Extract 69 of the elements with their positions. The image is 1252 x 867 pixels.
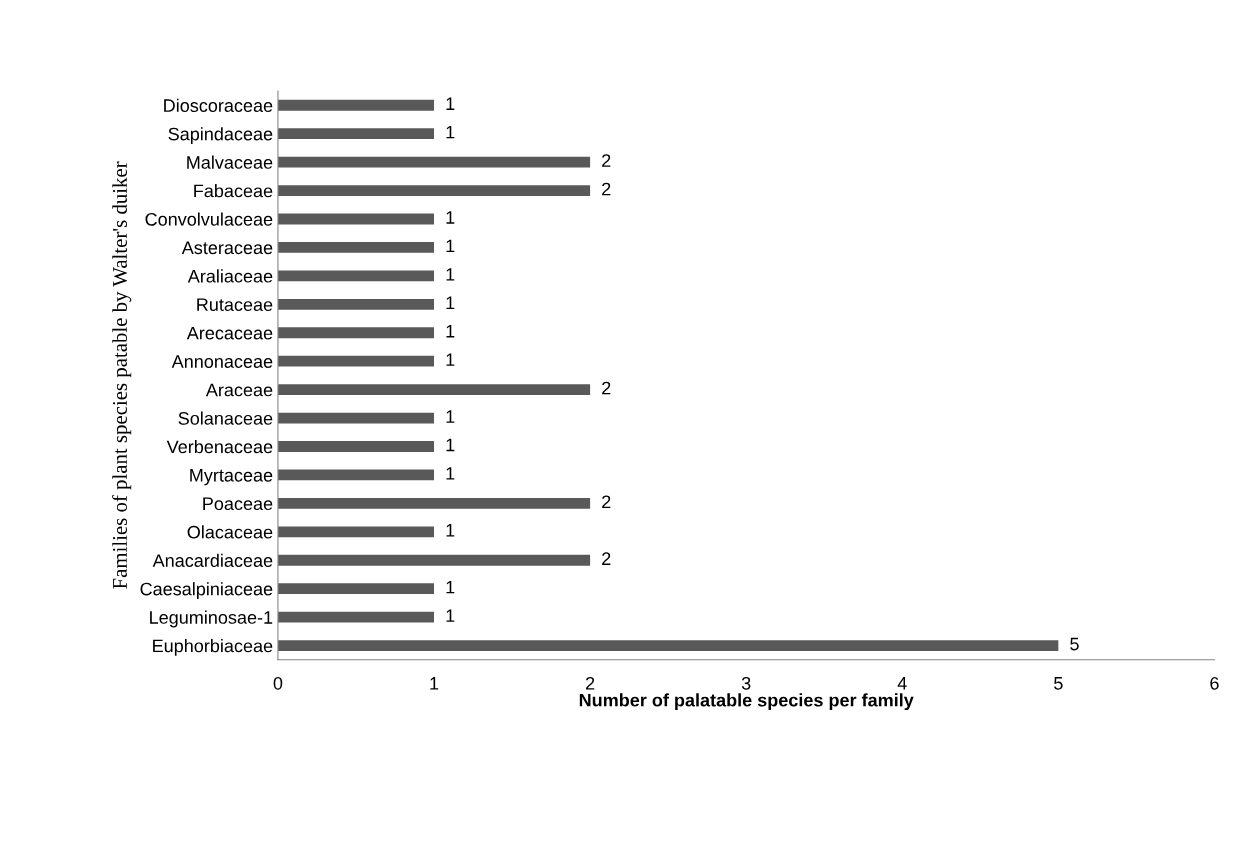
bar bbox=[277, 327, 435, 339]
x-axis-title: Number of palatable species per family bbox=[579, 693, 914, 711]
x-tick-label: 6 bbox=[1210, 676, 1219, 690]
bar bbox=[277, 497, 591, 509]
bar bbox=[277, 554, 591, 566]
bar bbox=[277, 298, 435, 310]
x-tick-label: 1 bbox=[430, 677, 439, 690]
bar bbox=[277, 99, 435, 111]
y-tick-label: Araliaceae bbox=[187, 269, 273, 283]
y-tick-label: Olacaceae bbox=[187, 525, 273, 539]
y-axis-title: Families of plant species patable by Walter's duiker bbox=[112, 161, 132, 589]
bar bbox=[277, 469, 435, 481]
data-label: 2 bbox=[602, 154, 611, 167]
x-tick-label: 5 bbox=[1054, 677, 1063, 690]
bar bbox=[277, 441, 435, 452]
bar bbox=[277, 412, 435, 424]
y-tick-label: Leguminosae-1 bbox=[150, 610, 273, 628]
data-label: 5 bbox=[1070, 637, 1079, 651]
y-tick-label: Fabaceae bbox=[194, 184, 273, 198]
data-label: 1 bbox=[446, 410, 455, 423]
y-tick-label: Solanaceae bbox=[178, 411, 273, 425]
data-label: 1 bbox=[446, 296, 455, 309]
bar bbox=[277, 583, 435, 595]
y-tick-label: Rutaceae bbox=[197, 298, 273, 312]
x-tick-label: 2 bbox=[586, 676, 595, 690]
data-label: 1 bbox=[446, 268, 455, 281]
bar bbox=[277, 242, 435, 253]
y-tick-label: Caesalpiniaceae bbox=[140, 582, 273, 599]
data-label: 1 bbox=[446, 467, 455, 480]
bar bbox=[277, 640, 1059, 651]
data-label: 2 bbox=[602, 182, 611, 196]
y-tick-label: Convolvulaceae bbox=[145, 212, 273, 226]
y-tick-label: Annonaceae bbox=[171, 355, 273, 368]
y-tick-label: Asteraceae bbox=[181, 241, 273, 255]
bar bbox=[277, 611, 435, 623]
bar bbox=[277, 526, 435, 538]
data-label: 2 bbox=[602, 381, 611, 395]
bar bbox=[277, 213, 435, 225]
data-label: 2 bbox=[602, 552, 611, 565]
y-tick-label: Verbenaceae bbox=[166, 439, 273, 454]
y-tick-label: Anacardiaceae bbox=[152, 553, 273, 567]
y-tick-label: Araceae bbox=[205, 383, 273, 397]
y-tick-label: Sapindaceae bbox=[168, 127, 273, 144]
y-tick-label: Dioscoraceae bbox=[164, 98, 273, 112]
bar bbox=[277, 355, 435, 367]
x-tick-label: 3 bbox=[741, 676, 751, 690]
data-label: 1 bbox=[446, 438, 455, 452]
y-tick-label: Poaceae bbox=[203, 497, 273, 511]
y-tick-label: Euphorbiaceae bbox=[153, 639, 273, 656]
bar bbox=[277, 156, 591, 168]
data-label: 1 bbox=[446, 524, 455, 537]
x-tick-label: 0 bbox=[273, 676, 283, 690]
data-label: 2 bbox=[602, 495, 611, 509]
data-label: 1 bbox=[446, 125, 455, 139]
data-label: 1 bbox=[446, 353, 455, 366]
bar bbox=[277, 384, 591, 396]
bar bbox=[277, 270, 435, 282]
data-label: 1 bbox=[446, 325, 455, 338]
bar bbox=[277, 185, 591, 196]
data-label: 1 bbox=[446, 239, 455, 253]
data-label: 1 bbox=[446, 211, 455, 224]
y-tick-label: Arecaceae bbox=[186, 326, 273, 340]
bar bbox=[277, 128, 435, 140]
data-label: 1 bbox=[446, 97, 455, 110]
data-label: 1 bbox=[446, 580, 455, 594]
y-tick-label: Myrtaceae bbox=[190, 469, 273, 486]
data-label: 1 bbox=[446, 609, 455, 622]
x-tick-label: 4 bbox=[897, 677, 907, 690]
y-tick-label: Malvaceae bbox=[187, 155, 273, 169]
